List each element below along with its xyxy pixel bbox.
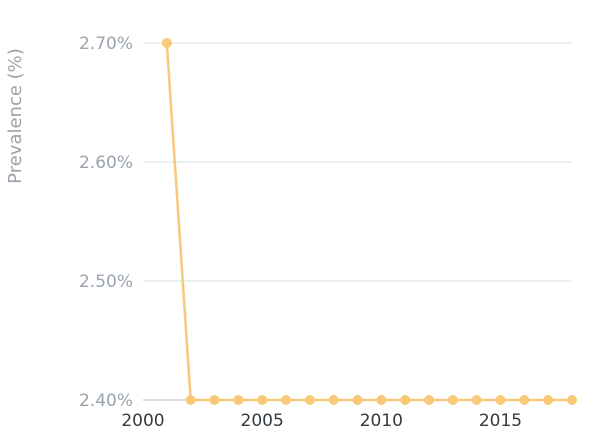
data-point[interactable]: [281, 395, 291, 405]
data-point[interactable]: [161, 38, 172, 48]
y-axis-label: Prevalence (%): [5, 48, 26, 184]
data-point[interactable]: [185, 395, 196, 405]
y-axis-ticks: 2.40% 2.50% 2.60% 2.70%: [79, 34, 133, 411]
x-tick-label: 2010: [360, 411, 403, 431]
data-point[interactable]: [257, 395, 268, 405]
gridlines: [143, 42, 572, 401]
y-tick-label: 2.50%: [79, 272, 133, 292]
data-point[interactable]: [233, 395, 244, 405]
y-tick-label: 2.40%: [79, 391, 133, 411]
series-line: [165, 42, 572, 402]
data-point[interactable]: [447, 395, 458, 405]
data-point[interactable]: [519, 395, 530, 405]
data-point[interactable]: [424, 395, 434, 405]
x-tick-label: 2000: [121, 411, 164, 431]
data-point[interactable]: [567, 395, 577, 405]
x-tick-label: 2015: [479, 411, 522, 431]
data-point[interactable]: [400, 395, 411, 405]
data-point[interactable]: [328, 395, 339, 405]
data-point[interactable]: [495, 395, 506, 405]
y-tick-label: 2.60%: [79, 153, 133, 173]
x-tick-label: 2005: [241, 411, 284, 431]
y-tick-label: 2.70%: [79, 34, 133, 54]
series-prevalence: [161, 38, 577, 405]
data-point[interactable]: [209, 395, 220, 405]
x-axis-ticks: 2000 2005 2010 2015: [121, 411, 522, 431]
data-point[interactable]: [304, 395, 315, 405]
data-point[interactable]: [471, 395, 482, 405]
data-point[interactable]: [376, 395, 387, 405]
data-point[interactable]: [352, 395, 363, 405]
data-point[interactable]: [543, 395, 554, 405]
